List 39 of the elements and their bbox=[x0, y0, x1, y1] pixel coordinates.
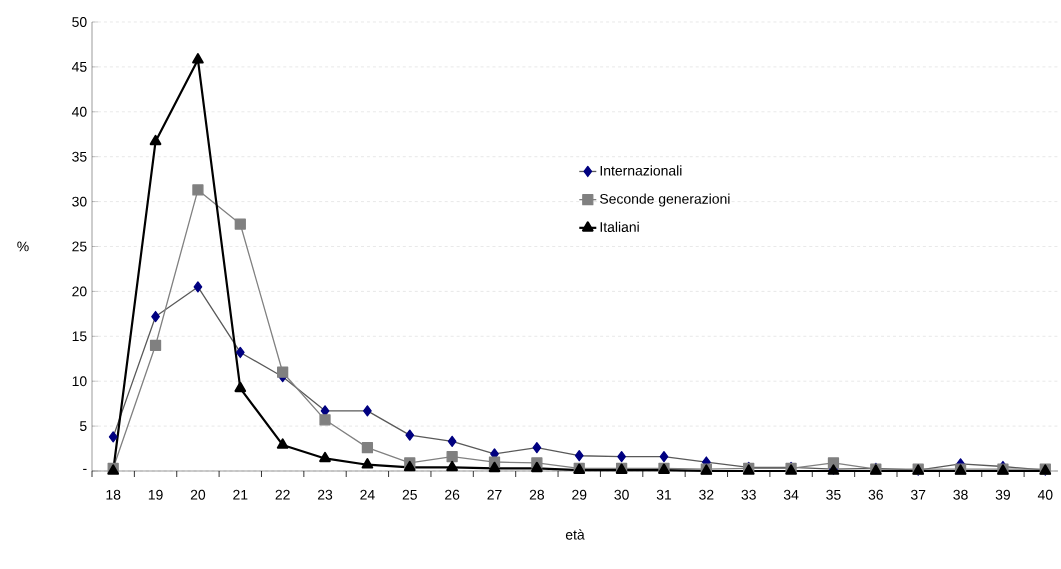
x-tick-label: 33 bbox=[741, 489, 756, 500]
y-tick-label: 25 bbox=[72, 241, 87, 252]
x-tick-label: 24 bbox=[360, 489, 375, 500]
x-tick-label: 31 bbox=[656, 489, 672, 500]
x-tick-label: 29 bbox=[572, 489, 587, 500]
x-tick-label: 40 bbox=[1037, 489, 1053, 500]
legend-label: Internazionali bbox=[600, 165, 682, 176]
y-tick-label: 20 bbox=[72, 286, 87, 297]
x-tick-label: 32 bbox=[699, 489, 714, 500]
x-tick-label: 21 bbox=[233, 489, 248, 500]
x-tick-label: 35 bbox=[826, 489, 841, 500]
y-tick-label: 50 bbox=[72, 17, 87, 27]
x-tick-label: 22 bbox=[275, 489, 290, 500]
x-tick-label: 28 bbox=[529, 489, 545, 500]
x-tick-label: 39 bbox=[995, 489, 1011, 500]
y-tick-label: - bbox=[83, 468, 87, 470]
y-tick-label: 10 bbox=[72, 376, 87, 387]
x-tick-label: 37 bbox=[910, 489, 926, 500]
x-tick-label: 34 bbox=[783, 489, 799, 500]
x-tick-label: 23 bbox=[317, 489, 333, 500]
y-tick-label: 5 bbox=[79, 421, 87, 431]
y-tick-label: 15 bbox=[72, 331, 87, 342]
x-tick-label: 19 bbox=[148, 489, 163, 500]
x-tick-label: 38 bbox=[953, 489, 968, 500]
legend-label: Italiani bbox=[600, 221, 639, 232]
x-tick-label: 20 bbox=[190, 489, 206, 500]
x-tick-label: 18 bbox=[106, 489, 121, 500]
x-axis-title: età bbox=[565, 529, 585, 540]
y-tick-label: 30 bbox=[72, 196, 87, 207]
legend-label: Seconde generazioni bbox=[600, 193, 730, 207]
x-tick-label: 36 bbox=[868, 489, 883, 500]
x-tick-label: 26 bbox=[445, 489, 460, 500]
y-tick-label: 40 bbox=[71, 106, 87, 117]
y-tick-label: 35 bbox=[72, 151, 87, 162]
y-axis-title: % bbox=[17, 241, 29, 252]
x-tick-label: 25 bbox=[402, 489, 417, 500]
x-tick-label: 27 bbox=[487, 489, 502, 500]
x-tick-label: 30 bbox=[614, 489, 629, 500]
y-tick-label: 45 bbox=[71, 62, 87, 72]
